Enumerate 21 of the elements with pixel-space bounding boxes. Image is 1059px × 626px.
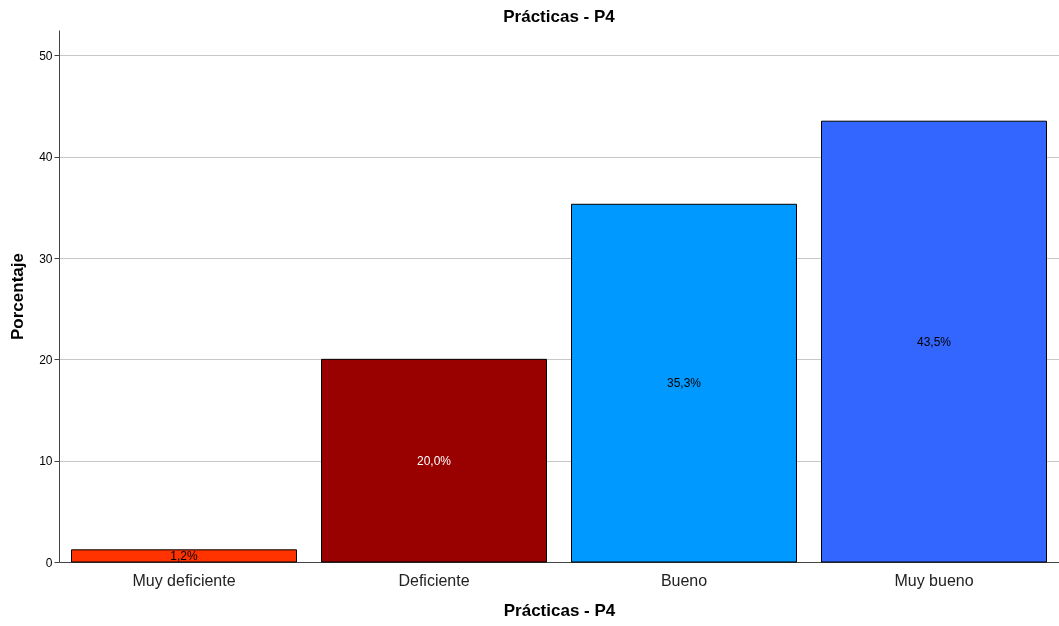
data-label: 1,2% bbox=[170, 548, 198, 563]
bar bbox=[821, 120, 1047, 563]
y-tick-label: 0 bbox=[45, 555, 53, 570]
x-tick-label: Muy deficiente bbox=[132, 571, 236, 589]
chart-title: Prácticas - P4 bbox=[503, 7, 616, 26]
y-axis-title: Porcentaje bbox=[8, 253, 28, 340]
y-tick-label: 20 bbox=[39, 352, 53, 367]
x-tick-label: Bueno bbox=[660, 571, 708, 589]
y-tick-label: 10 bbox=[39, 454, 53, 469]
bar bbox=[321, 358, 547, 563]
data-label: 35,3% bbox=[666, 376, 702, 391]
y-tick-label: 40 bbox=[39, 150, 53, 165]
x-tick-label: Muy bueno bbox=[894, 571, 974, 589]
bar bbox=[571, 203, 797, 563]
data-label: 20,0% bbox=[416, 453, 452, 468]
x-tick-label: Deficiente bbox=[398, 571, 470, 589]
bar bbox=[71, 549, 297, 563]
y-tick-label: 30 bbox=[39, 251, 53, 266]
y-tick-label: 50 bbox=[39, 48, 53, 63]
x-axis-title: Prácticas - P4 bbox=[503, 600, 616, 620]
data-label: 43,5% bbox=[916, 334, 952, 349]
